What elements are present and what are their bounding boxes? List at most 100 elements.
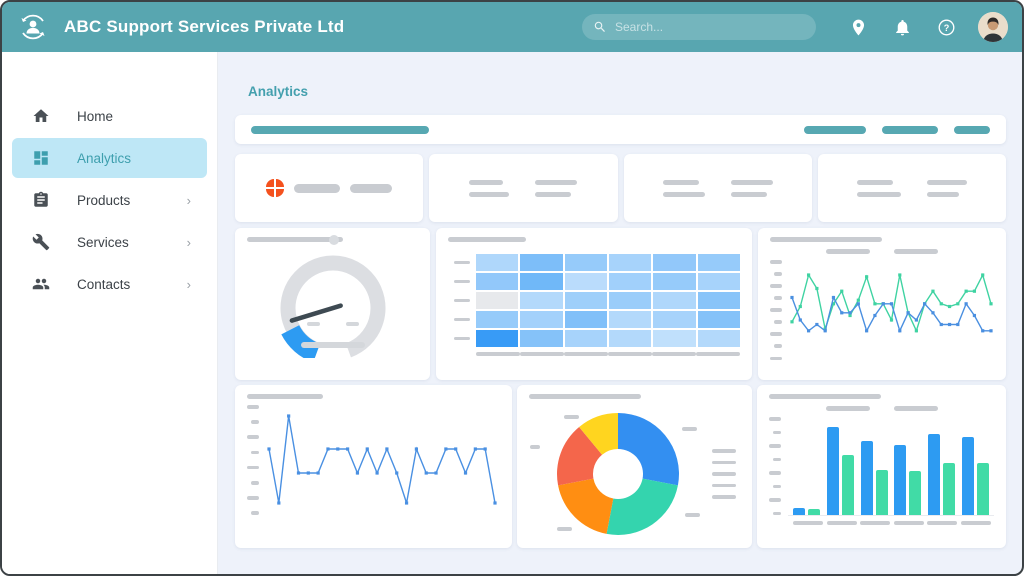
heatmap-cell [520, 273, 563, 290]
heatmap-cell [697, 292, 740, 309]
y-tick-placeholder [773, 511, 781, 515]
heatmap-cell [697, 273, 740, 290]
bell-icon [893, 18, 912, 37]
heatmap-cell [476, 273, 519, 290]
y-tick-placeholder [247, 405, 259, 409]
bar-series-mint [875, 470, 888, 515]
wrench-icon [32, 233, 50, 251]
heatmap-col-labels [476, 352, 740, 356]
sidebar-item-products[interactable]: Products › [12, 180, 207, 220]
y-tick-placeholder [769, 417, 781, 421]
gauge-chart-card [235, 228, 430, 380]
y-tick-placeholder [770, 356, 782, 360]
bar-series-blue [793, 508, 805, 515]
single-line-chart-card [235, 385, 512, 548]
x-label-placeholder [793, 521, 823, 525]
logo-sync-user-icon[interactable] [16, 10, 50, 44]
heatmap-cell [608, 311, 652, 328]
y-tick-placeholder [773, 457, 781, 461]
heatmap-row-label [448, 336, 476, 341]
donut-chart-card [517, 385, 752, 548]
y-tick-placeholder [773, 484, 781, 488]
home-icon [32, 107, 50, 125]
single-line-title-placeholder [247, 394, 323, 399]
bar-series-mint [808, 509, 820, 515]
location-pin-icon [849, 18, 868, 37]
user-avatar[interactable] [978, 12, 1008, 42]
y-tick-placeholder [773, 430, 781, 434]
main-content: Analytics [217, 52, 1022, 574]
heatmap-row-label [448, 298, 476, 303]
heatmap-row [448, 311, 740, 328]
bar-series-mint [976, 463, 989, 515]
stat-value-placeholder [293, 183, 340, 193]
x-label-placeholder [826, 521, 857, 525]
sidebar-item-analytics[interactable]: Analytics [12, 138, 207, 178]
single-line-y-axis [247, 405, 259, 515]
col-label-placeholder [696, 352, 740, 356]
dual-line-y-axis [770, 260, 782, 360]
heatmap-row-label [448, 317, 476, 322]
col-label-placeholder [564, 352, 608, 356]
legend-item-placeholder [712, 495, 736, 499]
toolbar-actions [804, 125, 990, 134]
y-tick-placeholder [774, 272, 782, 276]
heatmap-cell [608, 273, 652, 290]
heatmap-cell [520, 292, 563, 309]
heatmap-cell [608, 330, 652, 347]
dual-line-legend [770, 249, 994, 254]
bar-series-mint [909, 471, 922, 515]
help-button[interactable]: ? [928, 9, 964, 45]
y-tick-placeholder [247, 435, 259, 439]
dual-line-chart-card [758, 228, 1006, 380]
donut-callout-label [557, 527, 572, 531]
bar-title-placeholder [769, 394, 881, 399]
heatmap-cell [564, 330, 607, 347]
sidebar-item-home[interactable]: Home [12, 96, 207, 136]
stat-card-1 [235, 154, 424, 222]
location-button[interactable] [840, 9, 876, 45]
y-tick-placeholder [247, 496, 259, 500]
y-tick-placeholder [770, 308, 782, 312]
toolbar-action-pill-2[interactable] [882, 125, 938, 134]
grouped-bar-chart [788, 417, 994, 516]
bar-series-blue [961, 437, 974, 515]
heatmap-cell [520, 330, 563, 347]
search-input[interactable]: Search... [582, 14, 816, 40]
heatmap-cell [564, 292, 607, 309]
heatmap-cell [608, 254, 652, 271]
slice-green [606, 478, 678, 535]
bar-series-mint [943, 463, 956, 515]
legend-item-placeholder [712, 460, 736, 464]
bar-group [928, 434, 956, 515]
y-tick-placeholder [251, 450, 259, 455]
svg-text:?: ? [943, 22, 949, 32]
heatmap-cell [653, 273, 696, 290]
toolbar-action-pill-1[interactable] [804, 125, 866, 134]
toolbar [235, 115, 1006, 144]
sidebar-item-services[interactable]: Services › [12, 222, 207, 262]
search-placeholder: Search... [615, 20, 664, 34]
notifications-button[interactable] [884, 9, 920, 45]
sidebar-item-label: Contacts [77, 276, 131, 292]
slice-coral [557, 426, 603, 486]
heatmap-cell [476, 292, 519, 309]
dual-line-chart [789, 260, 994, 365]
page-title: Analytics [248, 84, 309, 99]
heatmap-cell [564, 311, 607, 328]
heatmap-cell [653, 311, 696, 328]
heatmap-row [448, 254, 740, 271]
chevron-right-icon: › [186, 276, 191, 292]
sidebar: Home Analytics Products › Services › Contacts › [2, 52, 217, 574]
donut-callout-label [530, 445, 540, 449]
sidebar-item-label: Products [77, 192, 131, 208]
y-tick-placeholder [247, 465, 259, 470]
heatmap-cell [608, 292, 652, 309]
toolbar-action-pill-3[interactable] [954, 125, 990, 134]
sidebar-item-contacts[interactable]: Contacts › [12, 264, 207, 304]
row-label-placeholder [454, 317, 470, 322]
donut-chart [555, 411, 681, 542]
sidebar-item-label: Home [77, 108, 114, 124]
col-label-placeholder [476, 352, 520, 356]
